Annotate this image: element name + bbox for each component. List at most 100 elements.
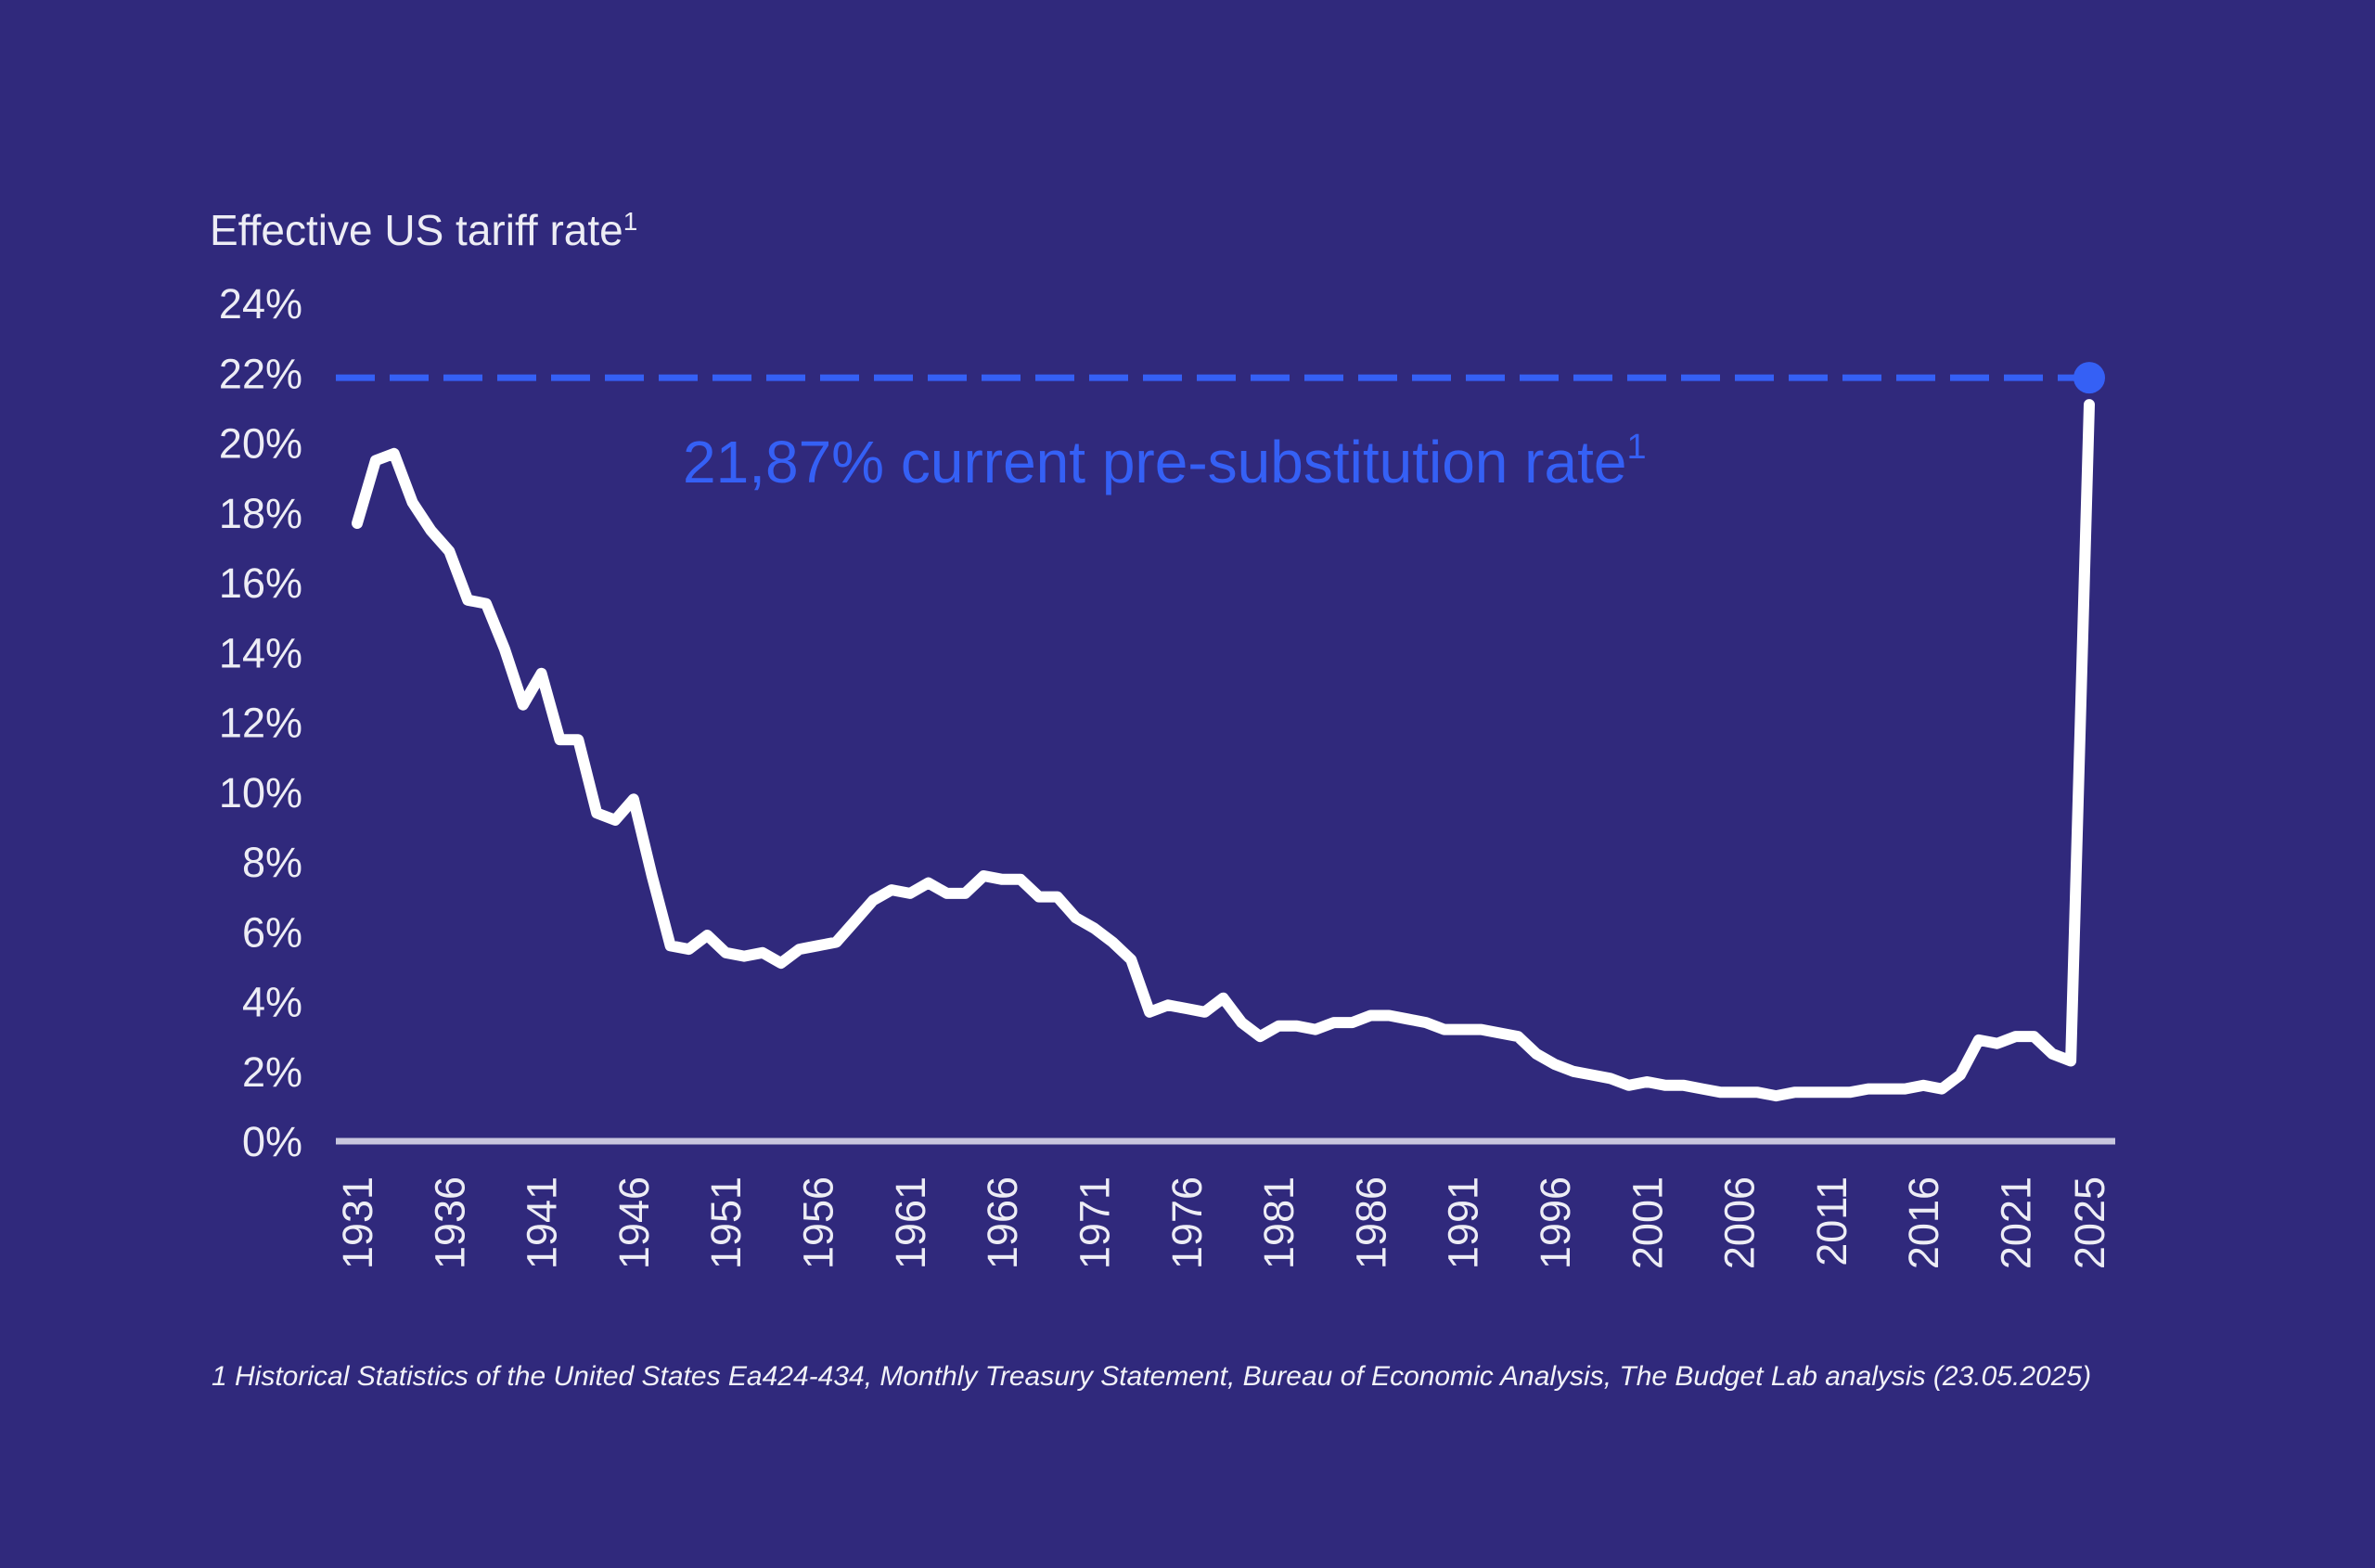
x-tick-label: 1981 bbox=[1255, 1176, 1303, 1269]
data-point bbox=[429, 529, 432, 533]
y-tick-label: 22% bbox=[219, 350, 302, 397]
data-point bbox=[1019, 878, 1022, 881]
x-tick-label: 2016 bbox=[1900, 1176, 1947, 1269]
data-point bbox=[779, 961, 783, 965]
x-axis: 1931 1936 1941 1946 1951 1956 1961 1966 1971 1976… bbox=[334, 1176, 2113, 1269]
data-point bbox=[834, 941, 838, 945]
data-point bbox=[1682, 1084, 1686, 1087]
data-point bbox=[927, 881, 931, 885]
data-point bbox=[1000, 878, 1004, 881]
data-point bbox=[1609, 1076, 1612, 1080]
data-point bbox=[595, 811, 598, 815]
data-point bbox=[1406, 1017, 1409, 1021]
data-point bbox=[2069, 1059, 2073, 1062]
data-point bbox=[1185, 1007, 1188, 1010]
data-point bbox=[1368, 1014, 1372, 1018]
data-point bbox=[1848, 1090, 1852, 1094]
x-tick-label: 1961 bbox=[887, 1176, 934, 1269]
data-point bbox=[392, 452, 396, 456]
x-tick-label: 1976 bbox=[1163, 1176, 1211, 1269]
data-point bbox=[1239, 1021, 1243, 1024]
x-tick-label: 1951 bbox=[702, 1176, 750, 1269]
data-point bbox=[982, 874, 985, 878]
data-point bbox=[355, 521, 359, 525]
y-axis: 0% 2% 4% 6% 8% 10% 12% 14% 16% 18% 20% 22% 24% bbox=[219, 280, 302, 1165]
data-point bbox=[1258, 1035, 1262, 1038]
data-point bbox=[1480, 1028, 1483, 1032]
data-point bbox=[908, 892, 912, 895]
data-point bbox=[742, 955, 746, 958]
data-point bbox=[1497, 1031, 1501, 1035]
data-point bbox=[724, 951, 727, 955]
data-point bbox=[1295, 1024, 1299, 1028]
x-tick-label: 1966 bbox=[979, 1176, 1026, 1269]
data-point bbox=[1701, 1087, 1704, 1091]
series-line-tariff-rate bbox=[352, 399, 2095, 1102]
data-point bbox=[1663, 1084, 1667, 1087]
data-point bbox=[1092, 926, 1096, 930]
data-point bbox=[1037, 895, 1041, 899]
data-point bbox=[1958, 1073, 1962, 1077]
data-point bbox=[1996, 1042, 1999, 1046]
x-tick-label: 1936 bbox=[426, 1176, 473, 1269]
data-point bbox=[1590, 1073, 1594, 1077]
x-tick-label: 1996 bbox=[1532, 1176, 1579, 1269]
data-point bbox=[1645, 1080, 1649, 1084]
data-point bbox=[816, 944, 820, 947]
y-tick-label: 2% bbox=[242, 1048, 302, 1096]
data-point bbox=[1774, 1094, 1778, 1098]
x-tick-label: 2006 bbox=[1716, 1176, 1764, 1269]
x-tick-label: 1956 bbox=[795, 1176, 842, 1269]
data-point bbox=[576, 738, 580, 741]
data-point bbox=[1314, 1028, 1317, 1032]
data-point bbox=[1534, 1052, 1538, 1056]
reference-label: 21,87% current pre-substitution rate1 bbox=[683, 428, 1647, 495]
data-point bbox=[1553, 1062, 1557, 1066]
data-point bbox=[669, 944, 673, 947]
data-point bbox=[871, 898, 875, 902]
data-point bbox=[1424, 1021, 1428, 1024]
y-tick-label: 20% bbox=[219, 420, 302, 468]
chart-title: Effective US tariff rate1 bbox=[210, 206, 637, 254]
x-tick-label: 2025 bbox=[2066, 1176, 2113, 1269]
data-point bbox=[1461, 1028, 1465, 1032]
data-point bbox=[1719, 1090, 1723, 1094]
y-tick-label: 14% bbox=[219, 629, 302, 676]
data-point bbox=[1056, 895, 1059, 899]
x-tick-label: 1946 bbox=[610, 1176, 658, 1269]
data-point bbox=[1148, 1010, 1151, 1014]
data-point bbox=[1074, 916, 1078, 919]
data-point bbox=[650, 874, 654, 878]
data-point bbox=[540, 672, 544, 675]
x-tick-label: 2001 bbox=[1624, 1176, 1671, 1269]
data-point bbox=[1977, 1038, 1981, 1042]
y-tick-label: 12% bbox=[219, 700, 302, 747]
data-point bbox=[1277, 1024, 1280, 1028]
data-point bbox=[1443, 1028, 1446, 1032]
data-point bbox=[1166, 1003, 1170, 1007]
data-point bbox=[1626, 1084, 1630, 1087]
data-point bbox=[466, 598, 469, 602]
data-point bbox=[503, 647, 507, 650]
data-point bbox=[761, 951, 764, 955]
data-point bbox=[2014, 1035, 2018, 1038]
data-point bbox=[411, 500, 415, 504]
y-tick-label: 0% bbox=[242, 1118, 302, 1165]
data-point bbox=[1222, 996, 1226, 1000]
data-point bbox=[1829, 1090, 1833, 1094]
data-point bbox=[1811, 1090, 1815, 1094]
data-point bbox=[1903, 1087, 1906, 1091]
data-point bbox=[1129, 958, 1133, 961]
y-tick-label: 6% bbox=[242, 908, 302, 956]
data-point bbox=[1792, 1090, 1796, 1094]
data-point bbox=[1572, 1070, 1575, 1073]
data-point bbox=[374, 458, 378, 462]
x-tick-label: 1986 bbox=[1347, 1176, 1394, 1269]
data-point bbox=[687, 947, 691, 951]
data-point bbox=[1921, 1084, 1925, 1087]
data-point bbox=[1885, 1087, 1889, 1091]
data-point bbox=[890, 888, 893, 892]
data-point bbox=[1387, 1014, 1391, 1018]
x-tick-label: 1931 bbox=[334, 1176, 381, 1269]
